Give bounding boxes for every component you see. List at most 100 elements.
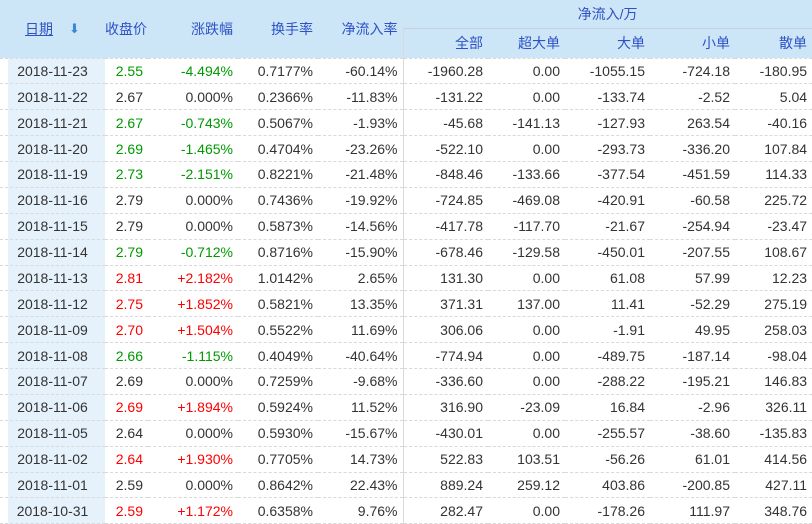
close-price-cell: 2.55: [105, 57, 148, 85]
change-percent-cell: +1.894%: [148, 394, 238, 421]
net-inflow-super-large-cell: 0.00: [488, 368, 565, 395]
close-price-cell: 2.70: [105, 316, 148, 344]
net-inflow-small-cell: -451.59: [650, 161, 735, 188]
turnover-rate-cell: 0.4704%: [238, 135, 318, 162]
table-row: 2018-11-01 2.59 0.000% 0.8642% 22.43% 88…: [0, 472, 812, 499]
net-inflow-rate-cell: -1.93%: [318, 109, 403, 137]
change-percent-cell: 0.000%: [148, 420, 238, 447]
turnover-rate-cell: 0.5067%: [238, 109, 318, 137]
close-price-cell: 2.79: [105, 213, 148, 240]
net-inflow-large-cell: 403.86: [565, 472, 650, 499]
change-percent-cell: -1.115%: [148, 342, 238, 369]
net-inflow-rate-cell: -15.90%: [318, 239, 403, 266]
change-percent-cell: +1.930%: [148, 446, 238, 473]
turnover-rate-cell: 0.6358%: [238, 497, 318, 524]
net-inflow-rate-cell: 2.65%: [318, 265, 403, 292]
turnover-rate-cell: 0.8221%: [238, 161, 318, 188]
column-header-date: 日期 ⬇: [0, 0, 105, 58]
column-header-super-large: 超大单: [488, 28, 565, 58]
net-inflow-small-cell: 111.97: [650, 497, 735, 524]
net-inflow-large-cell: -133.74: [565, 83, 650, 111]
net-inflow-super-large-cell: 259.12: [488, 472, 565, 499]
close-price-cell: 2.64: [105, 420, 148, 447]
close-price-cell: 2.69: [105, 394, 148, 421]
net-inflow-rate-cell: -11.83%: [318, 83, 403, 111]
net-inflow-super-large-cell: -133.66: [488, 161, 565, 188]
close-price-cell: 2.64: [105, 446, 148, 473]
close-price-cell: 2.69: [105, 368, 148, 395]
net-inflow-small-cell: 57.99: [650, 265, 735, 292]
net-inflow-retail-cell: -40.16: [735, 109, 812, 137]
net-inflow-super-large-cell: 0.00: [488, 316, 565, 344]
turnover-rate-cell: 0.7705%: [238, 446, 318, 473]
table-row: 2018-11-20 2.69 -1.465% 0.4704% -23.26% …: [0, 135, 812, 162]
table-row: 2018-11-22 2.67 0.000% 0.2366% -11.83% -…: [0, 83, 812, 111]
net-inflow-small-cell: -200.85: [650, 472, 735, 499]
change-percent-cell: 0.000%: [148, 83, 238, 111]
net-inflow-all-cell: -848.46: [402, 161, 488, 188]
net-inflow-small-cell: -60.58: [650, 187, 735, 214]
net-inflow-retail-cell: 414.56: [735, 446, 812, 473]
net-inflow-all-cell: -774.94: [402, 342, 488, 369]
date-cell: 2018-10-31: [0, 497, 105, 524]
net-inflow-small-cell: -2.52: [650, 83, 735, 111]
change-percent-cell: -1.465%: [148, 135, 238, 162]
change-percent-cell: 0.000%: [148, 368, 238, 395]
change-percent-cell: +2.182%: [148, 265, 238, 292]
turnover-rate-cell: 0.5821%: [238, 290, 318, 318]
net-inflow-large-cell: -377.54: [565, 161, 650, 188]
net-inflow-all-cell: -417.78: [402, 213, 488, 240]
net-inflow-rate-cell: 11.52%: [318, 394, 403, 421]
date-sort-link[interactable]: 日期: [25, 20, 54, 37]
net-inflow-all-cell: -678.46: [402, 239, 488, 266]
net-inflow-large-cell: -1055.15: [565, 57, 650, 85]
net-inflow-small-cell: -724.18: [650, 57, 735, 85]
turnover-rate-cell: 1.0142%: [238, 265, 318, 292]
net-inflow-all-cell: 889.24: [402, 472, 488, 499]
net-inflow-small-cell: -254.94: [650, 213, 735, 240]
net-inflow-super-large-cell: -129.58: [488, 239, 565, 266]
net-inflow-rate-cell: 14.73%: [318, 446, 403, 473]
table-row: 2018-11-13 2.81 +2.182% 1.0142% 2.65% 13…: [0, 265, 812, 292]
sort-descending-arrow-icon[interactable]: ⬇: [69, 21, 80, 37]
net-inflow-rate-cell: -15.67%: [318, 420, 403, 447]
net-inflow-large-cell: -489.75: [565, 342, 650, 369]
date-cell: 2018-11-15: [0, 213, 105, 240]
net-inflow-super-large-cell: 0.00: [488, 135, 565, 162]
net-inflow-retail-cell: -23.47: [735, 213, 812, 240]
table-row: 2018-11-14 2.79 -0.712% 0.8716% -15.90% …: [0, 239, 812, 266]
net-inflow-rate-cell: -21.48%: [318, 161, 403, 188]
net-inflow-large-cell: -56.26: [565, 446, 650, 473]
date-cell: 2018-11-20: [0, 135, 105, 162]
close-price-cell: 2.67: [105, 83, 148, 111]
change-percent-cell: -4.494%: [148, 57, 238, 85]
net-inflow-super-large-cell: -141.13: [488, 109, 565, 137]
net-inflow-super-large-cell: 103.51: [488, 446, 565, 473]
change-percent-cell: 0.000%: [148, 213, 238, 240]
net-inflow-retail-cell: 5.04: [735, 83, 812, 111]
table-row: 2018-11-19 2.73 -2.151% 0.8221% -21.48% …: [0, 161, 812, 188]
column-header-inflow-rate: 净流入率: [318, 0, 403, 58]
change-percent-cell: +1.172%: [148, 497, 238, 524]
date-cell: 2018-11-02: [0, 446, 105, 473]
close-price-cell: 2.66: [105, 342, 148, 369]
date-cell: 2018-11-12: [0, 290, 105, 318]
change-percent-cell: +1.504%: [148, 316, 238, 344]
turnover-rate-cell: 0.5522%: [238, 316, 318, 344]
net-inflow-small-cell: -38.60: [650, 420, 735, 447]
net-inflow-rate-cell: 9.76%: [318, 497, 403, 524]
table-row: 2018-11-06 2.69 +1.894% 0.5924% 11.52% 3…: [0, 394, 812, 421]
net-inflow-retail-cell: 275.19: [735, 290, 812, 318]
net-inflow-large-cell: -420.91: [565, 187, 650, 214]
turnover-rate-cell: 0.5930%: [238, 420, 318, 447]
net-inflow-small-cell: 49.95: [650, 316, 735, 344]
column-header-all: 全部: [402, 28, 488, 58]
net-inflow-all-cell: -522.10: [402, 135, 488, 162]
table-row: 2018-11-08 2.66 -1.115% 0.4049% -40.64% …: [0, 342, 812, 369]
date-cell: 2018-11-08: [0, 342, 105, 369]
turnover-rate-cell: 0.2366%: [238, 83, 318, 111]
net-inflow-super-large-cell: 137.00: [488, 290, 565, 318]
net-inflow-large-cell: 61.08: [565, 265, 650, 292]
net-inflow-large-cell: -127.93: [565, 109, 650, 137]
net-inflow-super-large-cell: 0.00: [488, 57, 565, 85]
